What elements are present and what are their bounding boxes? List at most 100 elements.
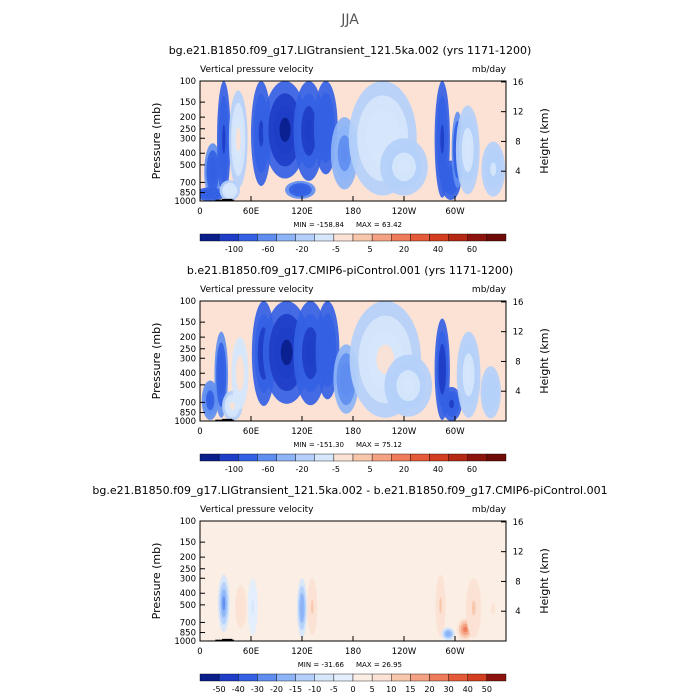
x-tick-label: 60W xyxy=(445,427,465,437)
y2-tick-label: 4 xyxy=(515,167,520,177)
colorbar-swatch-15 xyxy=(486,673,507,682)
colorbar-swatch-2 xyxy=(238,673,258,682)
colorbar-swatch-5 xyxy=(295,453,315,462)
colorbar-label: 20 xyxy=(424,685,434,694)
colorbar-label: 20 xyxy=(399,465,409,474)
y2-tick-label: 8 xyxy=(515,357,520,367)
colorbar-swatch-1 xyxy=(218,233,239,242)
panel-2-colorbar: -100 -60 -20 -5 5 20 40 60 xyxy=(199,453,507,474)
colorbar-label: -30 xyxy=(251,685,264,694)
colorbar-swatch-6 xyxy=(314,673,335,682)
x-tick-label: 60E xyxy=(243,427,259,437)
panel-1-min: MIN = -158.84 xyxy=(293,221,344,229)
y-tick-label: 500 xyxy=(180,161,196,171)
x-tick-label: 180 xyxy=(345,427,361,437)
colorbar-label: -20 xyxy=(295,465,308,474)
field-contour-14-3 xyxy=(448,175,454,186)
panel-2: b.e21.B1850.f09_g17.CMIP6-piControl.001 … xyxy=(150,264,551,474)
field-contour-13-3 xyxy=(440,124,445,154)
x-tick-label: 120W xyxy=(392,647,417,657)
x-tick-label: 0 xyxy=(197,207,202,217)
field-contour-1-3 xyxy=(238,599,243,615)
panel-2-x-axis: 0 60E 120E 180 120W 60W xyxy=(197,416,465,437)
colorbar-label: -40 xyxy=(232,685,245,694)
panel-1-plot xyxy=(200,81,506,201)
field-contour-4-3 xyxy=(235,127,241,152)
y2-tick-label: 16 xyxy=(513,298,524,308)
panel-1: bg.e21.B1850.f09_g17.LIGtransient_121.5k… xyxy=(150,44,551,254)
colorbar-swatch-13 xyxy=(448,673,468,682)
field-contour-10-3 xyxy=(402,377,415,394)
panel-3-max: MAX = 26.95 xyxy=(356,661,402,669)
x-tick-label: 120E xyxy=(291,647,313,657)
x-tick-label: 0 xyxy=(197,427,202,437)
colorbar-swatch-9 xyxy=(371,233,392,242)
colorbar-swatch-10 xyxy=(391,673,411,682)
field-contour-11-3 xyxy=(374,123,392,153)
panel-3-y2label: Height (km) xyxy=(538,548,551,614)
colorbar-label: -20 xyxy=(295,245,308,254)
x-tick-label: 180 xyxy=(345,207,361,217)
field-contour-2-3 xyxy=(229,402,235,410)
field-contour-5-3 xyxy=(258,120,264,147)
panel-3-plot xyxy=(200,521,506,641)
colorbar-swatch-15 xyxy=(486,453,507,462)
colorbar-swatch-2 xyxy=(238,453,258,462)
panel-3-right-string: mb/day xyxy=(472,505,507,515)
colorbar-swatch-12 xyxy=(429,673,449,682)
panel-1-x-axis: 0 60E 120E 180 120W 60W xyxy=(197,196,465,217)
colorbar-swatch-1 xyxy=(218,453,239,462)
field-contour-3-3 xyxy=(237,364,243,383)
colorbar-swatch-14 xyxy=(467,453,488,462)
panel-2-y2-axis: 4 8 12 16 xyxy=(501,298,523,397)
field-contour-6-3 xyxy=(306,340,315,367)
colorbar-label: 5 xyxy=(367,245,372,254)
panel-1-y2-axis: 4 8 12 16 xyxy=(501,78,523,177)
x-tick-label: 120W xyxy=(392,427,417,437)
field-contour-3-3 xyxy=(300,600,304,616)
x-tick-label: 120E xyxy=(291,207,313,217)
colorbar-label: 5 xyxy=(370,685,375,694)
topography-2 xyxy=(222,638,233,641)
y2-tick-label: 16 xyxy=(513,518,524,528)
field-contour-12-3 xyxy=(398,159,410,175)
field-contour-0-3 xyxy=(210,164,215,179)
x-tick-label: 60W xyxy=(445,207,465,217)
x-tick-label: 180 xyxy=(345,647,361,657)
y-tick-label: 200 xyxy=(180,113,196,123)
y2-tick-label: 16 xyxy=(513,78,524,88)
field-contour-1-3 xyxy=(222,124,226,154)
panel-1-max: MAX = 63.42 xyxy=(356,221,402,229)
y2-tick-label: 12 xyxy=(513,108,524,118)
colorbar-swatch-8 xyxy=(352,233,373,242)
field-contour-0-3 xyxy=(208,395,213,406)
colorbar-swatch-15 xyxy=(486,233,507,242)
y-tick-label: 400 xyxy=(180,149,196,159)
field-contour-11-3 xyxy=(491,602,496,616)
colorbar-label: -10 xyxy=(308,685,321,694)
field-contour-8-3 xyxy=(343,370,350,388)
colorbar-label: -60 xyxy=(261,245,274,254)
colorbar-swatch-6 xyxy=(314,453,335,462)
panel-2-min: MIN = -151.30 xyxy=(293,441,344,449)
colorbar-swatch-11 xyxy=(410,453,430,462)
panel-2-title: b.e21.B1850.f09_g17.CMIP6-piControl.001 … xyxy=(187,264,513,277)
colorbar-swatch-5 xyxy=(295,233,315,242)
field-contour-8-3 xyxy=(322,116,329,140)
colorbar-swatch-10 xyxy=(391,233,411,242)
colorbar-label: 60 xyxy=(467,465,477,474)
field-contour-12-3 xyxy=(449,399,455,409)
x-tick-label: 0 xyxy=(197,647,202,657)
y-tick-label: 300 xyxy=(180,134,196,144)
y2-tick-label: 4 xyxy=(515,607,520,617)
field-contour-10-3 xyxy=(341,144,348,163)
panel-1-colorbar: -100 -60 -20 -5 5 20 40 60 xyxy=(199,233,507,254)
colorbar-swatch-4 xyxy=(276,233,296,242)
colorbar-swatch-5 xyxy=(295,673,315,682)
colorbar-label: 15 xyxy=(405,685,415,694)
colorbar-swatch-7 xyxy=(333,673,354,682)
field-contour-1-3 xyxy=(219,363,223,386)
colorbar-swatch-6 xyxy=(314,233,335,242)
